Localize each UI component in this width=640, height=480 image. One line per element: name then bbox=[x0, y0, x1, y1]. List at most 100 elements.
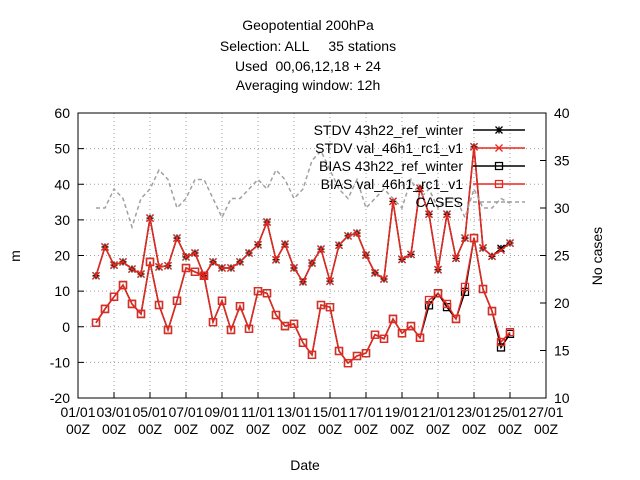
marker bbox=[308, 259, 316, 267]
x-tick-label: 09/01 00Z bbox=[204, 404, 240, 437]
marker bbox=[155, 262, 163, 271]
marker bbox=[487, 306, 497, 316]
marker bbox=[262, 289, 272, 298]
marker bbox=[137, 270, 145, 278]
marker bbox=[506, 239, 514, 247]
marker bbox=[182, 252, 190, 261]
marker bbox=[505, 327, 515, 337]
marker bbox=[280, 321, 290, 331]
marker bbox=[163, 325, 173, 335]
marker bbox=[460, 282, 470, 291]
marker bbox=[307, 350, 317, 360]
marker bbox=[352, 351, 362, 361]
marker bbox=[425, 210, 433, 219]
x-tick-label: 17/01 00Z bbox=[348, 404, 384, 437]
x-tick-label: 01/01 00Z bbox=[60, 404, 96, 437]
marker bbox=[199, 271, 209, 280]
marker bbox=[101, 242, 109, 251]
marker bbox=[495, 126, 503, 134]
marker bbox=[334, 346, 344, 356]
y-tick-label: 40 bbox=[54, 176, 70, 192]
marker bbox=[494, 161, 504, 171]
y-tick-label: 0 bbox=[62, 319, 70, 335]
marker bbox=[496, 337, 506, 347]
x-tick-label: 15/01 00Z bbox=[312, 404, 348, 437]
legend-label: CASES bbox=[416, 194, 463, 210]
y-tick-label: 30 bbox=[54, 212, 70, 228]
marker bbox=[290, 264, 298, 272]
marker bbox=[326, 277, 334, 286]
marker bbox=[478, 284, 488, 294]
marker bbox=[344, 231, 352, 240]
marker bbox=[379, 334, 389, 344]
marker bbox=[271, 310, 281, 320]
x-tick-label: 27/01 00Z bbox=[528, 404, 564, 437]
marker bbox=[362, 251, 370, 260]
marker bbox=[460, 287, 470, 296]
marker bbox=[497, 244, 505, 253]
y-tick-label: 10 bbox=[54, 283, 70, 299]
marker bbox=[488, 252, 496, 261]
marker bbox=[380, 275, 388, 283]
marker bbox=[317, 245, 325, 254]
title-line: Selection: ALL 35 stations bbox=[220, 38, 396, 54]
marker bbox=[452, 254, 460, 263]
marker bbox=[272, 255, 280, 264]
marker bbox=[263, 218, 271, 226]
marker bbox=[397, 329, 407, 338]
y2-tick-label: 20 bbox=[554, 295, 570, 311]
marker bbox=[128, 265, 136, 273]
marker bbox=[118, 280, 128, 290]
marker bbox=[127, 299, 137, 309]
marker bbox=[424, 301, 434, 310]
x-axis-label: Date bbox=[290, 457, 320, 473]
marker bbox=[136, 309, 146, 319]
marker bbox=[353, 229, 361, 238]
marker bbox=[442, 299, 452, 309]
x-tick-label: 05/01 00Z bbox=[132, 404, 168, 437]
marker bbox=[433, 289, 443, 298]
marker bbox=[443, 210, 451, 219]
y2-tick-label: 25 bbox=[554, 248, 570, 264]
marker bbox=[370, 330, 380, 339]
marker bbox=[470, 142, 478, 151]
x-tick-label: 03/01 00Z bbox=[96, 404, 132, 437]
y-tick-label: -10 bbox=[50, 354, 70, 370]
legend-label: STDV val_46h1_rc1_v1 bbox=[315, 140, 463, 156]
marker bbox=[424, 295, 434, 305]
x-tick-label: 11/01 00Z bbox=[241, 404, 275, 437]
marker bbox=[226, 325, 236, 335]
marker bbox=[245, 249, 253, 257]
marker bbox=[208, 317, 218, 327]
marker bbox=[92, 271, 100, 280]
marker bbox=[145, 257, 155, 267]
marker bbox=[119, 257, 127, 266]
title-line: Averaging window: 12h bbox=[236, 77, 381, 93]
marker bbox=[479, 244, 487, 252]
marker bbox=[361, 348, 371, 358]
series-line bbox=[96, 149, 511, 230]
marker bbox=[316, 300, 326, 310]
marker bbox=[343, 358, 353, 368]
marker bbox=[335, 241, 343, 250]
x-tick-label: 21/01 00Z bbox=[420, 404, 456, 437]
legend-label: STDV 43h22_ref_winter bbox=[314, 122, 464, 138]
marker bbox=[289, 319, 299, 329]
marker bbox=[416, 184, 424, 193]
marker bbox=[209, 257, 217, 266]
marker bbox=[461, 234, 469, 243]
marker bbox=[496, 343, 506, 352]
y-tick-label: 60 bbox=[54, 105, 70, 121]
marker bbox=[406, 321, 416, 331]
title-line: Used 00,06,12,18 + 24 bbox=[235, 58, 381, 74]
marker bbox=[298, 338, 308, 347]
marker bbox=[191, 249, 199, 257]
marker bbox=[407, 250, 415, 259]
marker bbox=[173, 234, 181, 243]
marker bbox=[254, 240, 262, 249]
marker bbox=[109, 292, 119, 301]
marker bbox=[91, 318, 101, 327]
y2-tick-label: 10 bbox=[554, 390, 570, 406]
